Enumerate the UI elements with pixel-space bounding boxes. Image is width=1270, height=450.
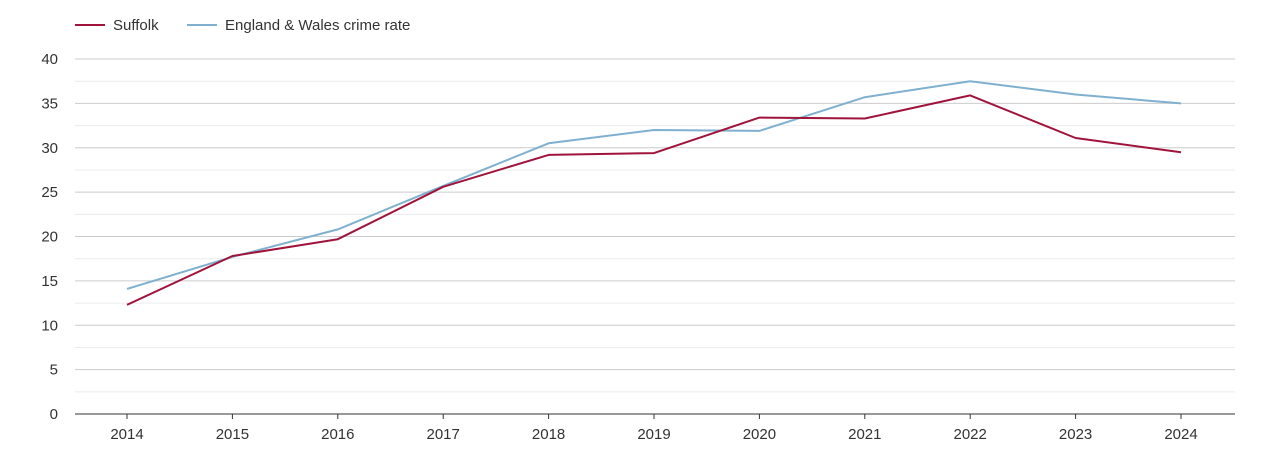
y-tick-label: 15 <box>41 273 58 290</box>
gridlines <box>75 58 1235 393</box>
x-tick-label: 2021 <box>848 426 881 443</box>
y-tick-label: 30 <box>41 140 58 157</box>
y-tick-label: 25 <box>41 184 58 201</box>
y-tick-label: 35 <box>41 95 58 112</box>
legend-label-england-wales-crime-rate: England & Wales crime rate <box>225 17 410 34</box>
x-tick-label: 2018 <box>532 426 565 443</box>
y-tick-label: 20 <box>41 229 58 246</box>
series-lines <box>126 80 1182 306</box>
legend: Suffolk England & Wales crime rate <box>75 17 410 34</box>
y-tick-label: 40 <box>41 51 58 68</box>
series-line-england-wales-crime-rate <box>126 80 1182 290</box>
x-tick-label: 2020 <box>743 426 776 443</box>
x-tick-label: 2015 <box>216 426 249 443</box>
x-tick-label: 2024 <box>1164 426 1197 443</box>
y-tick-label: 10 <box>41 317 58 334</box>
x-tick-label: 2017 <box>427 426 460 443</box>
series-line-suffolk <box>126 94 1182 306</box>
legend-label-suffolk: Suffolk <box>113 17 159 34</box>
y-tick-label: 5 <box>50 362 58 379</box>
y-axis-ticks: 0 5 10 15 20 25 30 35 40 <box>41 51 58 423</box>
x-tick-label: 2016 <box>321 426 354 443</box>
x-tick-label: 2014 <box>110 426 143 443</box>
x-tick-label: 2022 <box>954 426 987 443</box>
x-tick-label: 2019 <box>637 426 670 443</box>
y-tick-label: 0 <box>50 406 58 423</box>
x-tick-label: 2023 <box>1059 426 1092 443</box>
x-axis-ticks: 2014 2015 2016 2017 2018 2019 2020 2021 2022 2023… <box>110 414 1198 443</box>
